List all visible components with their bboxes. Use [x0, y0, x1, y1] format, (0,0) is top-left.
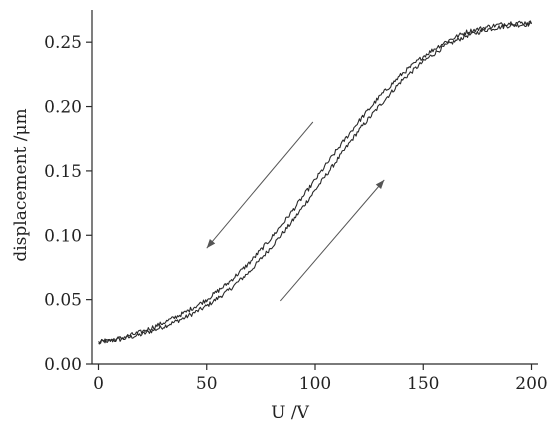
x-tick-label: 0	[93, 374, 104, 394]
x-tick-label: 100	[299, 374, 331, 394]
y-tick-label: 0.15	[44, 162, 82, 182]
arrows	[206, 121, 385, 302]
series-line	[98, 21, 532, 344]
series-group	[98, 20, 533, 345]
y-tick-label: 0.05	[44, 291, 82, 311]
y-tick-label: 0.00	[44, 355, 82, 375]
x-tick-label: 200	[515, 374, 547, 394]
arrow-head	[206, 239, 216, 249]
y-axis-label: displacement /μm	[11, 108, 31, 261]
y-tick-label: 0.25	[44, 33, 82, 53]
arrow-shaft	[206, 121, 314, 249]
arrow-up-right	[279, 179, 385, 302]
x-tick-label: 50	[196, 374, 218, 394]
series-line	[98, 20, 533, 345]
axes: 0 50 100 150 200 0.00 0.05 0.10 0.15 0.20 0.25	[44, 10, 548, 394]
arrow-head	[375, 179, 385, 190]
x-axis-label: U /V	[271, 403, 309, 423]
x-tick-label: 150	[407, 374, 439, 394]
arrow-down-left	[206, 121, 314, 249]
y-tick-label: 0.10	[44, 226, 82, 246]
y-tick-label: 0.20	[44, 98, 82, 118]
arrow-shaft	[279, 179, 385, 302]
